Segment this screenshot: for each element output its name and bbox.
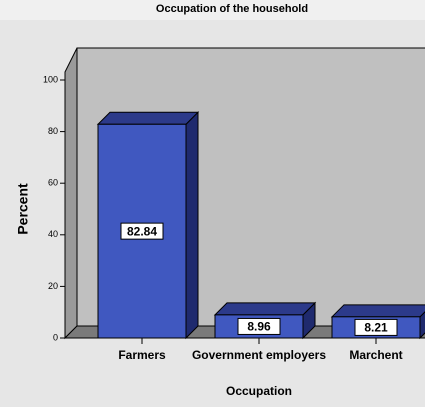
value-label-box [237, 317, 281, 335]
value-label: 8.21 [364, 321, 388, 335]
bar-top [96, 111, 200, 125]
chart-title: Occupation of the household [156, 3, 308, 15]
value-label: 8.96 [247, 320, 271, 334]
y-tick-label: 40 [48, 229, 58, 239]
x-tick-label: Marchent [349, 348, 402, 362]
y-tick-label: 20 [48, 281, 58, 291]
bar-top [213, 302, 317, 316]
bar-side [185, 111, 199, 340]
y-axis-label: Percent [15, 183, 31, 235]
y-tick-label: 0 [53, 332, 58, 342]
x-tick-label: Farmers [118, 348, 166, 362]
value-label-box [120, 222, 164, 240]
y-tick-label: 100 [43, 74, 58, 84]
x-axis-label: Occupation [226, 384, 292, 398]
value-label-box [354, 318, 398, 336]
bar-top [330, 304, 425, 318]
side-wall [64, 47, 78, 340]
y-tick-label: 80 [48, 126, 58, 136]
x-tick-label: Government employers [192, 348, 326, 362]
y-tick-label: 60 [48, 178, 58, 188]
value-label: 82.84 [127, 224, 157, 238]
